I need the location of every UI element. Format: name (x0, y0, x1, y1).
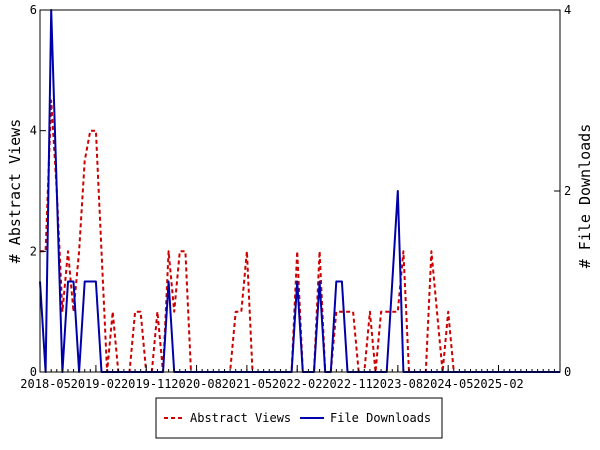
x-tick-label: 2019-11 (121, 377, 172, 391)
x-tick-label: 2023-08 (373, 377, 424, 391)
x-tick-label: 2020-08 (171, 377, 222, 391)
y2-tick-label: 4 (564, 3, 571, 17)
legend-box (155, 397, 443, 439)
y-tick-label: 2 (30, 244, 37, 258)
x-tick-label: 2022-02 (272, 377, 323, 391)
y2-axis-label: # File Downloads (576, 124, 594, 269)
y-axis-label: # Abstract Views (6, 119, 24, 264)
x-tick-label: 2019-02 (71, 377, 122, 391)
y-tick-label: 0 (30, 365, 37, 379)
x-tick-label: 2018-05 (20, 377, 71, 391)
y-tick-label: 6 (30, 3, 37, 17)
x-tick-label: 2021-05 (222, 377, 273, 391)
y2-tick-label: 2 (564, 184, 571, 198)
axis-ticks: 2018-05 2019-02 2019-11 2020-08 2021-05 2022-… (20, 3, 571, 391)
x-tick-label: 2024-05 (423, 377, 474, 391)
x-tick-label: 2022-11 (322, 377, 373, 391)
y-tick-label: 4 (30, 124, 37, 138)
y2-tick-label: 0 (564, 365, 571, 379)
legend-label-file-downloads: File Downloads (330, 411, 431, 425)
legend-label-abstract-views: Abstract Views (190, 411, 291, 425)
x-tick-label: 2025-02 (473, 377, 524, 391)
legend: Abstract Views File Downloads (155, 397, 443, 439)
